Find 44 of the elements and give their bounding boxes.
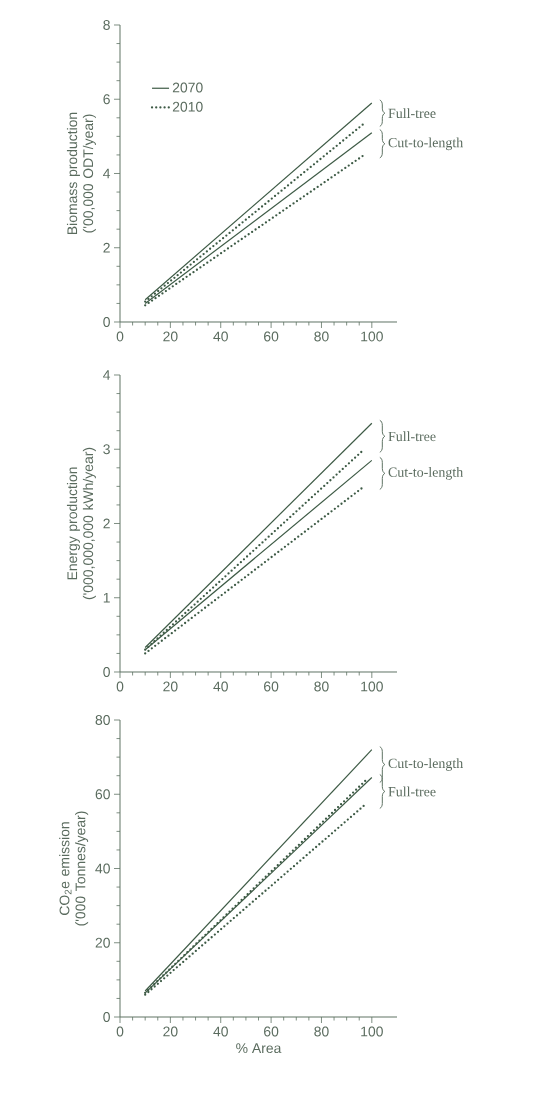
- y-tick-label: 20: [95, 937, 110, 948]
- y-tick-label: 3: [103, 444, 110, 455]
- annotation: Full-tree: [388, 108, 436, 119]
- x-tick-label: 20: [163, 681, 178, 692]
- y-tick-label: 60: [95, 789, 110, 800]
- y-axis-title: Energy production ('000,000,000 kWh/year): [66, 447, 96, 600]
- y-tick-label: 0: [103, 1012, 110, 1022]
- annotation: Cut-to-length: [388, 467, 464, 480]
- x-tick-label: 40: [213, 681, 228, 692]
- x-tick-label: 80: [314, 331, 329, 342]
- x-tick-label: 80: [314, 1026, 329, 1037]
- x-tick-label: 60: [264, 331, 279, 342]
- y-tick-label: 2: [103, 518, 110, 529]
- y-axis-title: Biomass production ('00,000 ODT/year): [66, 112, 96, 234]
- annotation: Full-tree: [388, 431, 436, 442]
- y-tick-label: 1: [103, 592, 110, 603]
- x-axis-title: % Area: [236, 1043, 282, 1054]
- x-tick-label: 0: [116, 1026, 124, 1037]
- x-tick-label: 0: [116, 331, 124, 342]
- annotation: Cut-to-length: [388, 137, 464, 151]
- legend-label: 2070: [172, 82, 203, 93]
- annotation: Full-tree: [388, 786, 436, 797]
- y-tick-label: 0: [103, 667, 110, 677]
- x-tick-label: 100: [361, 1026, 383, 1037]
- y-tick-label: 4: [103, 370, 111, 380]
- x-tick-label: 80: [314, 681, 329, 692]
- x-tick-label: 100: [361, 331, 383, 342]
- y-tick-label: 2: [103, 242, 110, 253]
- x-tick-label: 40: [213, 331, 228, 342]
- y-tick-label: 80: [95, 715, 110, 725]
- x-tick-label: 20: [163, 331, 178, 342]
- y-tick-label: 40: [95, 863, 110, 874]
- y-tick-label: 0: [103, 317, 110, 327]
- x-tick-label: 40: [213, 1026, 228, 1037]
- x-tick-label: 60: [264, 681, 279, 692]
- y-tick-label: 4: [103, 168, 111, 179]
- x-tick-label: 60: [264, 1026, 279, 1037]
- legend-label: 2010: [172, 101, 203, 112]
- x-tick-label: 0: [116, 681, 124, 692]
- y-tick-label: 8: [103, 20, 110, 30]
- x-tick-label: 20: [163, 1026, 178, 1037]
- y-tick-label: 6: [103, 94, 110, 105]
- x-tick-label: 100: [361, 681, 383, 692]
- annotation: Cut-to-length: [388, 758, 464, 771]
